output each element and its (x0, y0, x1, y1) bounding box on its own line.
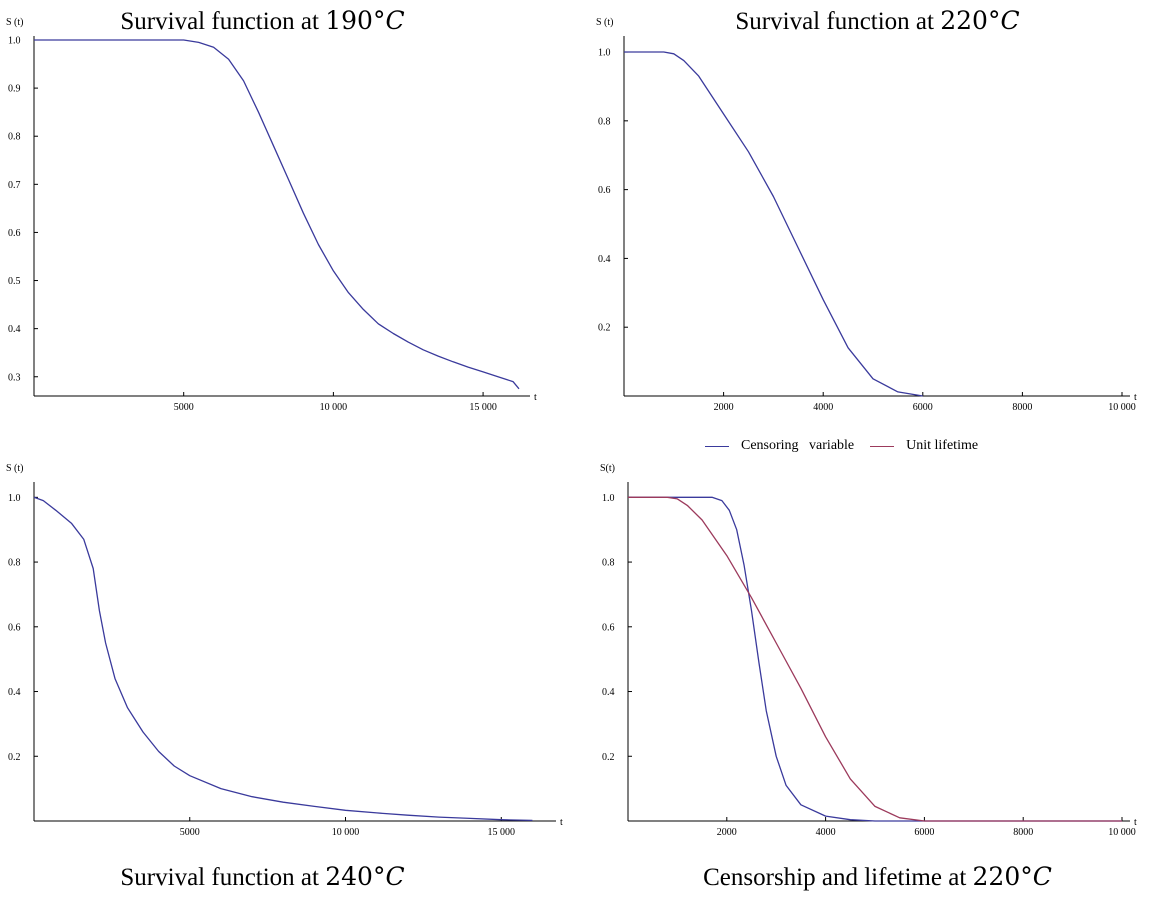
y-tick-label: 0.3 (8, 372, 21, 383)
caption-text: Censorship and lifetime at (703, 864, 973, 891)
caption-text: Survival function at (120, 8, 326, 35)
x-tick-label: 6000 (913, 402, 933, 413)
chart-panel-1: 5000 10 000 15 000 0.3 0.4 0.5 0.6 0.7 0.8 0.9 1.0… (6, 17, 537, 413)
x-tick-label: 5000 (180, 827, 200, 838)
caption-unit: C (385, 6, 405, 35)
x-tick-label: 15 000 (469, 402, 497, 413)
legend-swatch-lifetime (870, 445, 895, 447)
series-line-2 (628, 496, 1122, 822)
series-line-1 (628, 496, 1122, 822)
y-tick-label: 0.2 (598, 323, 611, 334)
y-axis-label: S (t) (6, 17, 24, 28)
x-tick-label: 2000 (717, 827, 737, 838)
y-tick-label: 0.6 (8, 228, 21, 239)
y-axis-label: S(t) (600, 463, 615, 474)
series-line-1 (33, 496, 533, 822)
legend-item-censoring: Censoring variable (705, 438, 854, 454)
caption-value: 220° (940, 6, 1001, 35)
y-axis-label: S (t) (596, 17, 614, 28)
x-tick-label: 5000 (174, 402, 194, 413)
x-tick-label: 10 000 (332, 827, 360, 838)
y-tick-label: 1.0 (598, 48, 611, 59)
y-tick-label: 0.9 (8, 84, 21, 95)
y-tick-label: 0.2 (602, 752, 615, 763)
y-tick-label: 0.7 (8, 180, 21, 191)
x-axis-label: t (1134, 817, 1137, 828)
caption-panel-4: Censorship and lifetime at 220°C (615, 862, 1140, 892)
y-tick-label: 1.0 (602, 493, 615, 504)
caption-panel-2: Survival function at 220°C (615, 6, 1140, 36)
chart-panel-3: 5000 10 000 15 000 0.2 0.4 0.6 0.8 1.0 t S (t) (6, 463, 563, 838)
x-tick-label: 4000 (816, 827, 836, 838)
caption-unit: C (385, 862, 405, 891)
series-line-1 (624, 51, 923, 397)
y-tick-label: 0.6 (598, 185, 611, 196)
caption-unit: C (1000, 6, 1020, 35)
x-tick-label: 10 000 (320, 402, 348, 413)
y-tick-label: 0.2 (8, 752, 21, 763)
y-tick-label: 0.6 (602, 622, 615, 633)
y-tick-label: 0.4 (598, 254, 611, 265)
y-tick-label: 0.4 (8, 687, 21, 698)
legend-label-censoring: Censoring variable (741, 438, 855, 453)
caption-unit: C (1032, 862, 1052, 891)
caption-panel-3: Survival function at 240°C (0, 862, 525, 892)
series-line-1 (34, 39, 520, 390)
y-tick-label: 0.8 (8, 132, 21, 143)
y-tick-label: 0.8 (8, 558, 21, 569)
y-tick-label: 0.6 (8, 622, 21, 633)
legend: Censoring variable Unit lifetime (705, 438, 994, 454)
chart-panel-4: 2000 4000 6000 8000 10 000 0.2 0.4 0.6 0.8 1.0 t S(… (600, 463, 1137, 838)
x-tick-label: 10 000 (1108, 827, 1136, 838)
caption-panel-1: Survival function at 190°C (0, 6, 525, 36)
y-tick-label: 0.5 (8, 276, 21, 287)
x-tick-label: 8000 (1012, 402, 1032, 413)
x-axis-label: t (560, 817, 563, 828)
y-tick-label: 0.8 (598, 116, 611, 127)
x-axis-label: t (534, 392, 537, 403)
caption-value: 220° (972, 862, 1033, 891)
x-axis-label: t (1134, 392, 1137, 403)
caption-value: 240° (325, 862, 386, 891)
legend-item-lifetime: Unit lifetime (870, 438, 978, 454)
x-tick-label: 4000 (813, 402, 833, 413)
y-tick-label: 0.4 (8, 324, 21, 335)
x-tick-label: 10 000 (1108, 402, 1136, 413)
legend-label-lifetime: Unit lifetime (906, 438, 979, 453)
y-tick-label: 1.0 (8, 493, 21, 504)
x-tick-label: 2000 (714, 402, 734, 413)
chart-panel-2: 2000 4000 6000 8000 10 000 0.2 0.4 0.6 0.8 1.0 t S … (596, 17, 1137, 413)
y-tick-label: 0.8 (602, 558, 615, 569)
caption-value: 190° (325, 6, 386, 35)
x-tick-label: 6000 (914, 827, 934, 838)
x-tick-label: 8000 (1013, 827, 1033, 838)
legend-swatch-censoring (705, 445, 729, 447)
caption-text: Survival function at (735, 8, 941, 35)
caption-text: Survival function at (120, 864, 326, 891)
x-tick-label: 15 000 (488, 827, 516, 838)
y-tick-label: 1.0 (8, 36, 21, 47)
y-axis-label: S (t) (6, 463, 24, 474)
y-tick-label: 0.4 (602, 687, 615, 698)
